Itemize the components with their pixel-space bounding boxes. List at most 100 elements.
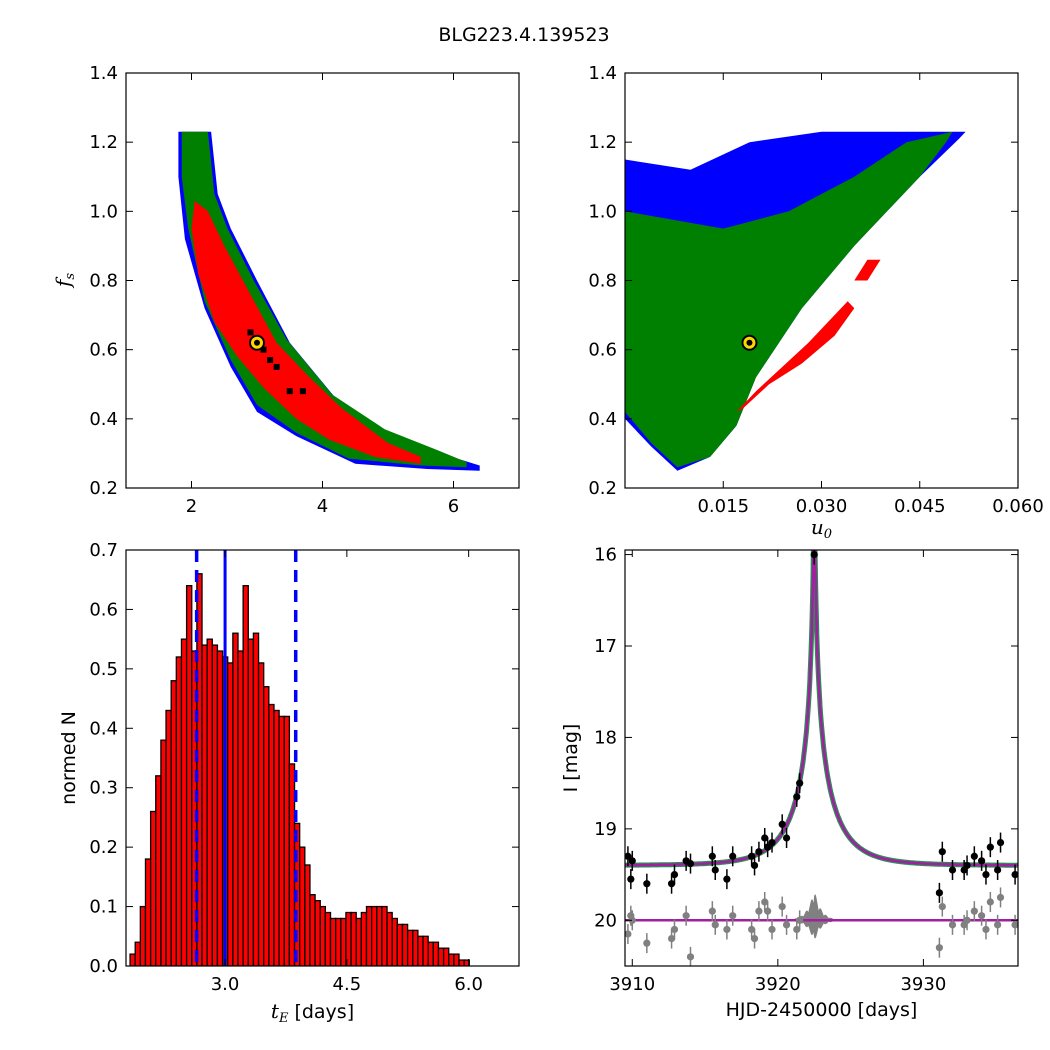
sample-point — [247, 329, 254, 336]
y-tick-label: 1.0 — [89, 201, 118, 222]
histogram-bar — [129, 953, 136, 966]
histogram-bar — [175, 656, 183, 966]
residual-point — [768, 925, 776, 934]
plot-area-fs_vs_u0 — [625, 131, 966, 471]
residual-point — [963, 916, 971, 924]
residual-point — [948, 921, 957, 929]
histogram-bar — [201, 644, 208, 966]
model-band — [625, 550, 1018, 868]
y-tick-label: 0.1 — [89, 897, 118, 918]
residual-point — [723, 925, 731, 934]
residual-point — [625, 930, 632, 938]
y-tick-label: 19 — [594, 819, 617, 840]
data-point — [768, 838, 776, 847]
residual-point — [978, 912, 986, 920]
x-tick-label: 6.0 — [454, 974, 483, 995]
x-axis-label-unit: [days] — [294, 1001, 354, 1023]
histogram-bar — [160, 739, 167, 966]
y-tick-label: 0.2 — [89, 478, 118, 499]
residual-point — [935, 944, 944, 952]
data-point — [963, 861, 971, 870]
y-tick-label: 0.7 — [89, 540, 118, 561]
residual-point — [970, 907, 978, 915]
y-tick-label: 1.0 — [588, 201, 617, 222]
y-tick-label: 0.8 — [588, 271, 617, 292]
data-point — [711, 866, 719, 874]
histogram-bar — [304, 864, 311, 966]
residual-point — [938, 902, 946, 911]
y-tick-label: 16 — [594, 545, 617, 566]
residual-point — [750, 934, 759, 943]
x-tick-label: 6 — [448, 496, 459, 517]
axes-frame — [125, 549, 520, 967]
histogram-bar — [144, 858, 152, 966]
residual-point — [796, 916, 804, 924]
residual-point — [667, 934, 676, 943]
residual-point — [982, 925, 990, 934]
residual-point — [764, 907, 772, 915]
residual-point — [793, 925, 801, 934]
residual-point — [670, 925, 679, 934]
histogram-bar — [376, 905, 383, 966]
x-tick-label: 4.5 — [333, 974, 362, 995]
histogram-bar — [165, 709, 172, 966]
data-point — [796, 779, 804, 787]
sample-point — [260, 346, 267, 353]
data-point — [708, 852, 716, 860]
histogram-bar — [381, 905, 388, 966]
histogram-bar — [278, 715, 285, 966]
residual-point — [628, 916, 636, 924]
data-point — [778, 820, 786, 828]
histogram-bar — [360, 911, 368, 966]
histogram-bar — [422, 935, 429, 966]
histogram-bar — [417, 935, 424, 966]
y-tick-label: 1.2 — [89, 132, 118, 153]
histogram-bar — [406, 929, 414, 966]
histogram-bar — [324, 911, 332, 966]
residual-point — [711, 921, 719, 929]
histogram-bar — [288, 763, 296, 966]
y-tick-label: 0.2 — [588, 478, 617, 499]
x-tick-label: 3910 — [609, 974, 655, 995]
x-tick-label: 3930 — [900, 974, 946, 995]
x-axis-label: HJD-2450000 [days] — [726, 999, 918, 1021]
y-tick-label: 0.4 — [588, 409, 617, 430]
data-point — [782, 834, 791, 842]
region-green — [181, 131, 467, 468]
residual-point — [708, 907, 716, 915]
plot-area-fs_vs_tE — [178, 131, 480, 471]
data-point — [970, 852, 978, 860]
residual-point — [1011, 921, 1018, 929]
data-point — [948, 866, 957, 874]
region-red — [191, 201, 421, 464]
histogram-bar — [448, 953, 455, 966]
residual-point — [996, 893, 1005, 902]
data-point — [764, 843, 772, 851]
histogram-bar — [401, 923, 409, 966]
histogram-bar — [185, 585, 193, 966]
histogram-bar — [319, 905, 327, 966]
histogram-bar — [268, 703, 275, 966]
data-point — [761, 834, 769, 842]
y-tick-label: 0.2 — [89, 837, 118, 858]
y-tick-label: 18 — [594, 727, 617, 748]
panel-tE_histogram: 3.0 4.5 6.00.00.10.20.30.40.50.60.7tE [days… — [58, 540, 520, 1026]
region-red — [736, 301, 855, 412]
histogram-bar — [283, 715, 291, 966]
histogram-bar — [252, 632, 260, 966]
residual-point — [729, 912, 737, 920]
x-tick-label: 0.030 — [796, 496, 848, 517]
histogram-bar — [263, 686, 270, 966]
residual-point — [986, 898, 994, 906]
data-point — [994, 866, 1002, 874]
histogram-bar — [412, 929, 419, 966]
data-point — [755, 848, 763, 856]
data-point — [625, 852, 632, 860]
histogram-bar — [227, 662, 234, 966]
data-point — [670, 870, 679, 879]
data-point — [935, 889, 944, 897]
histogram-bar — [437, 947, 445, 966]
residual-point — [778, 902, 786, 911]
y-tick-label: 1.4 — [89, 63, 118, 84]
